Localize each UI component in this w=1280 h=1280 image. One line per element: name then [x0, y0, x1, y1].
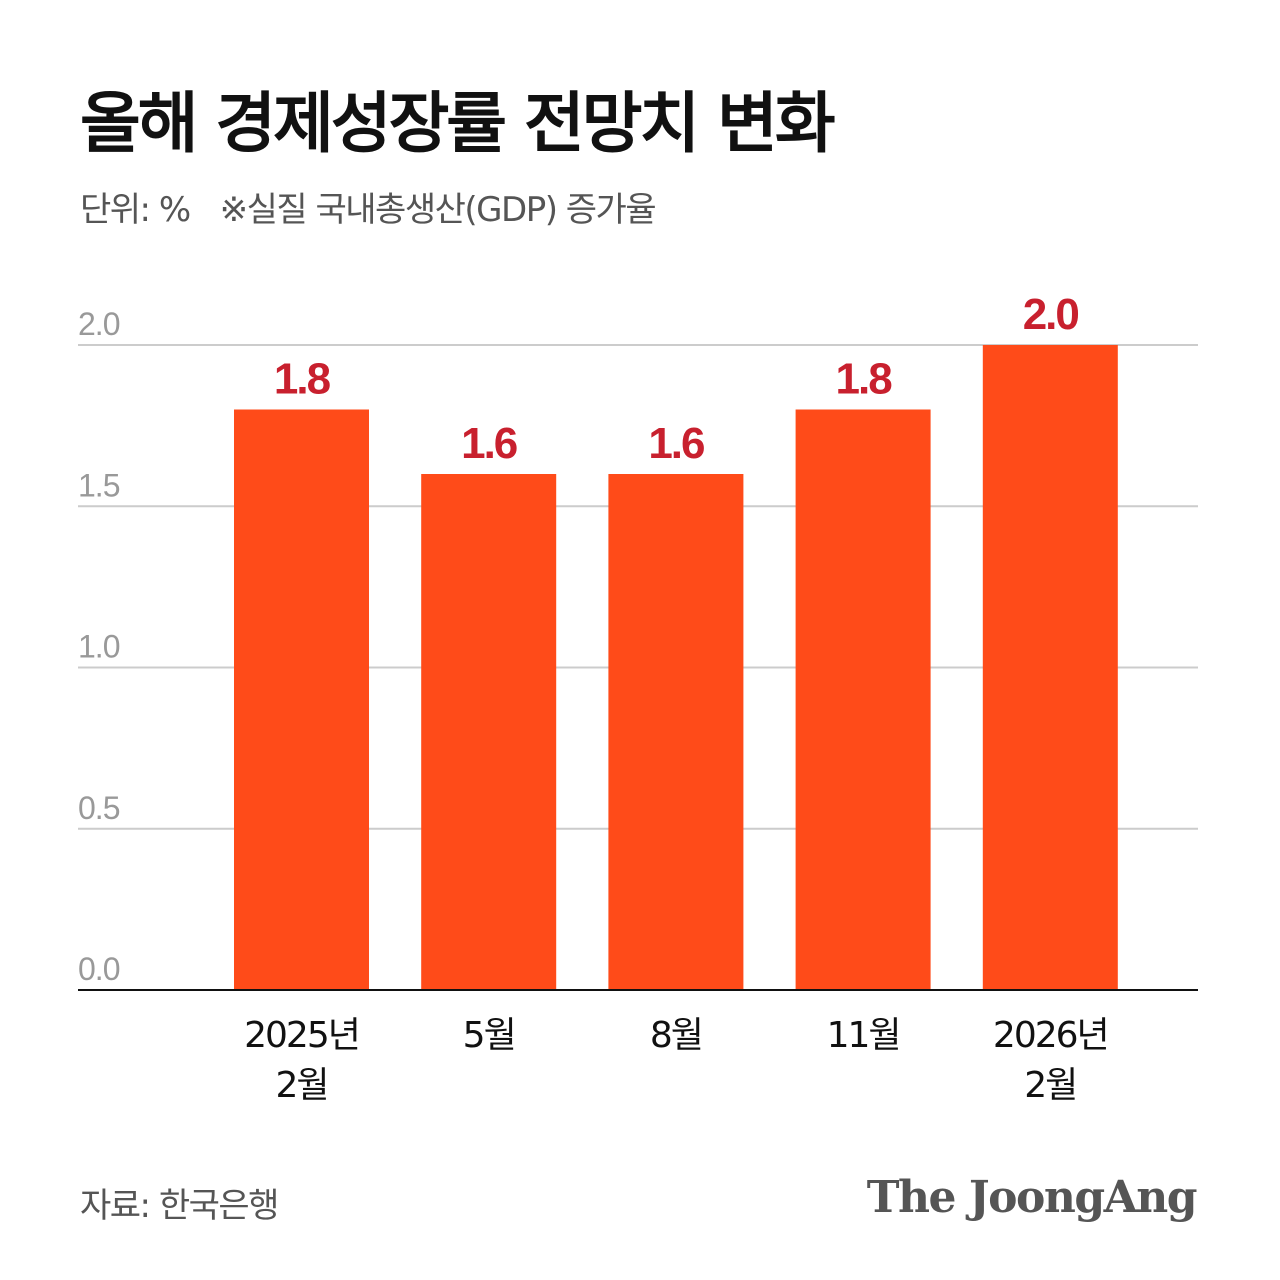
bar — [982, 345, 1118, 990]
bar — [234, 409, 369, 990]
y-tick-label: 1.0 — [78, 629, 120, 665]
x-tick-label: 5월 — [463, 1015, 515, 1056]
bar-value-label: 1.8 — [274, 355, 331, 404]
bar-value-label: 1.8 — [836, 355, 893, 404]
y-tick-label: 0.5 — [78, 790, 120, 826]
x-tick-label: 2월 — [1024, 1065, 1076, 1106]
unit-label: 단위: % — [80, 190, 191, 230]
x-tick-label: 11월 — [827, 1015, 900, 1056]
bar-value-label: 1.6 — [648, 419, 704, 468]
bar-value-label: 2.0 — [1023, 290, 1079, 339]
bar — [421, 474, 557, 990]
source-label: 자료: 한국은행 — [80, 1186, 279, 1226]
y-tick-label: 0.0 — [78, 951, 120, 987]
note-label: ※실질 국내총생산(GDP) 증가율 — [219, 190, 657, 230]
x-tick-label: 8월 — [650, 1015, 702, 1056]
x-tick-label: 2025년 — [244, 1015, 359, 1056]
bar-value-label: 1.6 — [461, 419, 517, 468]
chart-title: 올해 경제성장률 전망치 변화 — [80, 85, 836, 162]
y-tick-label: 2.0 — [78, 306, 120, 342]
bar — [795, 409, 931, 990]
x-tick-label: 2026년 — [993, 1015, 1108, 1056]
chart-subtitle: 단위: % ※실질 국내총생산(GDP) 증가율 — [80, 182, 685, 231]
x-tick-label: 2월 — [275, 1065, 327, 1106]
y-tick-label: 1.5 — [78, 467, 120, 503]
logo: The JoongAng — [866, 1172, 1198, 1223]
bar — [608, 474, 744, 990]
